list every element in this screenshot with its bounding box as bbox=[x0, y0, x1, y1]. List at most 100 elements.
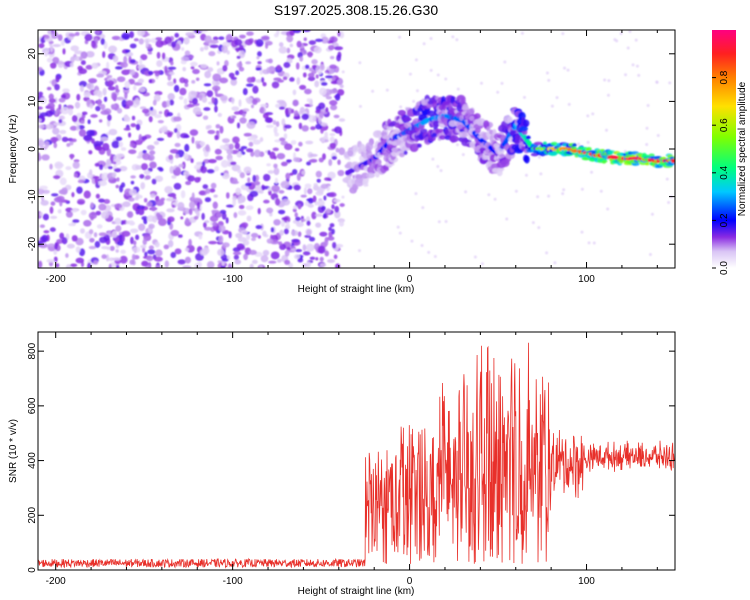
noise-blob bbox=[195, 77, 200, 81]
noise-blob bbox=[289, 43, 294, 48]
noise-blob bbox=[278, 46, 288, 54]
noise-blob bbox=[205, 188, 211, 194]
noise-blob bbox=[637, 73, 641, 77]
noise-blob bbox=[192, 197, 202, 201]
noise-blob bbox=[69, 125, 78, 131]
noise-blob bbox=[128, 189, 137, 196]
noise-blob bbox=[190, 66, 195, 70]
noise-blob bbox=[398, 35, 402, 39]
noise-blob bbox=[219, 209, 227, 214]
noise-blob bbox=[48, 93, 54, 100]
noise-blob bbox=[44, 35, 50, 39]
noise-blob bbox=[279, 243, 287, 250]
noise-blob bbox=[201, 212, 205, 221]
noise-blob bbox=[76, 93, 81, 101]
noise-blob bbox=[78, 68, 88, 75]
noise-blob bbox=[147, 70, 154, 76]
noise-blob bbox=[221, 212, 227, 220]
noise-blob bbox=[91, 62, 99, 69]
noise-blob bbox=[221, 258, 229, 262]
noise-blob bbox=[283, 61, 291, 69]
noise-blob bbox=[79, 228, 85, 234]
x-tick-label: -200 bbox=[46, 274, 66, 285]
noise-blob bbox=[284, 124, 292, 129]
noise-blob bbox=[44, 140, 50, 148]
noise-blob bbox=[173, 182, 182, 190]
noise-blob bbox=[41, 47, 50, 55]
noise-blob bbox=[97, 98, 102, 107]
noise-blob bbox=[163, 244, 170, 250]
noise-blob bbox=[149, 150, 156, 155]
noise-blob bbox=[103, 96, 108, 102]
noise-blob bbox=[39, 211, 44, 217]
noise-blob bbox=[337, 159, 341, 166]
noise-blob bbox=[301, 170, 306, 175]
noise-blob bbox=[91, 138, 95, 144]
noise-blob bbox=[154, 241, 160, 248]
noise-blob bbox=[198, 94, 203, 101]
noise-blob bbox=[214, 105, 218, 113]
noise-blob bbox=[241, 222, 249, 228]
noise-blob bbox=[51, 31, 59, 39]
noise-blob bbox=[51, 193, 59, 197]
noise-blob bbox=[155, 37, 163, 41]
noise-blob bbox=[128, 197, 135, 202]
noise-blob bbox=[205, 144, 210, 152]
noise-blob bbox=[272, 147, 279, 152]
noise-blob bbox=[184, 143, 190, 152]
noise-blob bbox=[298, 122, 303, 130]
noise-blob bbox=[57, 60, 64, 68]
noise-blob bbox=[567, 102, 571, 106]
noise-blob bbox=[158, 111, 163, 115]
noise-blob bbox=[70, 153, 74, 160]
noise-blob bbox=[100, 38, 105, 46]
noise-blob bbox=[136, 205, 145, 210]
noise-blob bbox=[89, 237, 95, 243]
noise-blob bbox=[531, 221, 535, 225]
noise-blob bbox=[266, 238, 274, 244]
noise-blob bbox=[550, 104, 554, 108]
ridge-blob bbox=[347, 149, 354, 157]
noise-blob bbox=[202, 115, 209, 120]
noise-blob bbox=[586, 140, 590, 144]
noise-blob bbox=[276, 64, 282, 70]
noise-blob bbox=[242, 112, 246, 118]
noise-blob bbox=[520, 31, 524, 35]
noise-blob bbox=[50, 136, 59, 143]
y-tick-label: -20 bbox=[27, 237, 38, 252]
noise-blob bbox=[304, 64, 310, 70]
noise-blob bbox=[264, 117, 273, 123]
noise-blob bbox=[628, 30, 632, 34]
noise-blob bbox=[313, 46, 322, 54]
noise-blob bbox=[226, 149, 234, 155]
noise-blob bbox=[114, 66, 123, 70]
noise-blob bbox=[140, 136, 148, 141]
noise-blob bbox=[308, 67, 313, 72]
noise-blob bbox=[173, 84, 180, 93]
noise-blob bbox=[238, 204, 245, 210]
noise-blob bbox=[207, 67, 214, 73]
noise-blob bbox=[263, 199, 270, 204]
noise-blob bbox=[330, 80, 339, 85]
noise-blob bbox=[52, 127, 60, 135]
noise-blob bbox=[54, 161, 64, 170]
noise-blob bbox=[479, 81, 483, 85]
noise-blob bbox=[436, 73, 440, 77]
noise-blob bbox=[252, 98, 258, 105]
noise-blob bbox=[279, 137, 286, 142]
noise-blob bbox=[239, 34, 246, 39]
noise-blob bbox=[118, 141, 124, 148]
noise-blob bbox=[228, 231, 232, 239]
noise-blob bbox=[98, 119, 103, 123]
noise-blob bbox=[83, 134, 93, 141]
noise-blob bbox=[181, 47, 185, 51]
noise-blob bbox=[207, 129, 216, 135]
noise-blob bbox=[315, 257, 319, 261]
noise-blob bbox=[129, 69, 136, 76]
noise-blob bbox=[173, 116, 182, 122]
noise-blob bbox=[667, 201, 671, 205]
noise-blob bbox=[86, 129, 95, 137]
noise-blob bbox=[328, 226, 333, 232]
noise-blob bbox=[244, 39, 253, 46]
noise-blob bbox=[131, 115, 136, 121]
